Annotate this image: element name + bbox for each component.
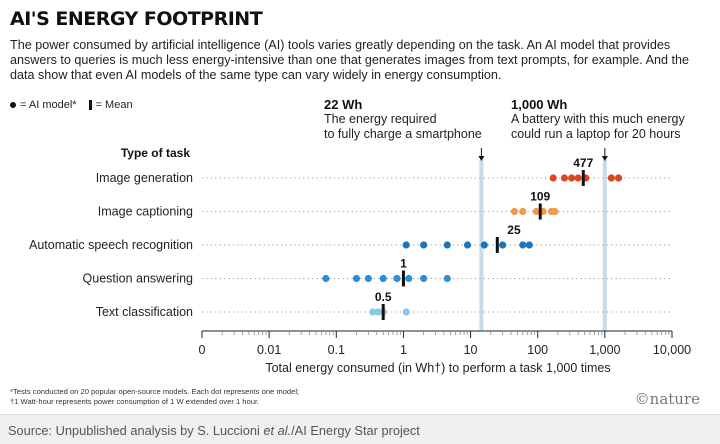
mean-label: 25 [507,223,521,237]
category-label: Image captioning [98,205,193,219]
data-point [532,207,540,216]
y-axis-title: Type of task [121,146,190,160]
legend-mean-icon [88,100,92,110]
tick-label: 100 [527,343,548,357]
data-point [574,174,582,182]
data-point [352,274,361,283]
reference-line2: could run a laptop for 20 hours [511,127,681,141]
data-point [322,274,330,283]
footnote-1: *Tests conducted on 20 popular open-sour… [10,387,300,396]
category-label: Image generation [96,171,193,185]
tick-label: 0.1 [328,343,345,357]
footnotes: *Tests conducted on 20 popular open-sour… [10,387,299,406]
data-point [510,207,519,216]
reference-value: 22 Wh [324,97,363,112]
tick-label: 10 [464,343,478,357]
data-point [420,274,428,283]
reference-arrow-head [478,156,485,161]
tick-label: 0.01 [257,343,281,357]
nature-logo: ©nature [634,390,700,408]
tick-label: 1 [400,343,407,357]
legend-mean-label: = Mean [95,99,133,111]
mean-marker [381,304,385,320]
data-point [393,274,401,283]
tick-label: 10,000 [653,343,691,357]
source-suffix: /AI Energy Star project [291,423,420,438]
category-label: Question answering [83,272,194,286]
mean-label: 477 [573,156,593,170]
reference-line2: to fully charge a smartphone [324,127,482,141]
data-point [568,174,576,182]
data-point [499,241,507,249]
data-point [549,174,557,182]
data-point [519,207,527,216]
data-point [443,241,451,249]
reference-band [602,160,607,331]
data-point [560,174,569,182]
data-point [480,241,488,249]
data-point [463,241,472,249]
data-point [525,241,533,249]
data-point [405,274,413,283]
reference-line1: The energy required [324,112,437,126]
reference-value: 1,000 Wh [511,97,568,112]
mean-marker [495,237,499,253]
footnote-2: †1 Watt-hour represents power consumptio… [10,396,260,406]
data-point [614,174,623,182]
data-point [420,241,428,249]
source-text: Source: Unpublished analysis by S. Lucci… [8,423,420,438]
chart-title: AI'S ENERGY FOOTPRINT [10,8,263,30]
reference-line1: A battery with this much energy [511,112,685,126]
source-prefix: Source: Unpublished analysis by S. Lucci… [8,423,264,438]
data-point [379,274,387,283]
legend: = AI model* = Mean [10,99,133,111]
legend-dot-icon [10,102,16,108]
source-etal: et al. [263,423,292,438]
mean-label: 109 [530,190,550,204]
mean-marker [581,170,585,186]
data-point [519,241,527,249]
data-point [374,308,382,316]
mean-label: 0.5 [375,290,392,304]
chart-subtitle: The power consumed by artificial intelli… [10,38,690,82]
data-point [551,207,559,216]
data-point [402,241,410,249]
reference-note-smartphone: 22 Wh The energy required to fully charg… [324,97,482,142]
data-point [364,274,372,283]
category-label: Text classification [96,305,193,319]
data-point [402,308,410,316]
data-point [443,274,451,283]
data-point [369,308,377,316]
reference-note-laptop: 1,000 Wh A battery with this much energy… [511,97,685,142]
category-label: Automatic speech recognition [29,238,193,252]
legend-dot-label: = AI model* [20,99,77,111]
tick-label: 0 [199,343,206,357]
mean-marker [401,270,405,287]
source-bar: Source: Unpublished analysis by S. Lucci… [0,414,720,444]
tick-label: 1,000 [589,343,620,357]
x-axis-title: Total energy consumed (in Wh†) to perfor… [265,361,610,375]
mean-marker [538,203,542,220]
reference-arrow-head [601,156,608,161]
mean-label: 1 [400,257,407,271]
data-point [607,174,615,182]
